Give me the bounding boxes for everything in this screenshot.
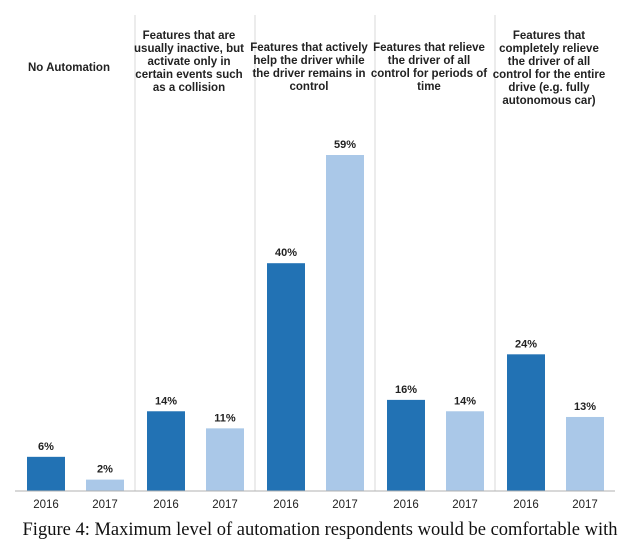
panel-label-relieve-periods: Features that relieve the driver of all … (370, 42, 488, 93)
tick-label-2017-1: 2017 (212, 499, 238, 511)
data-label-2017-4: 13% (574, 401, 596, 413)
panel-label-inactive-features: Features that are usually inactive, but … (134, 30, 244, 94)
tick-label-2017-4: 2017 (572, 499, 598, 511)
bar-2017-2 (326, 155, 364, 491)
data-label-2017-2: 59% (334, 139, 356, 151)
bar-2017-3 (446, 411, 484, 491)
tick-label-2017-0: 2017 (92, 499, 118, 511)
data-label-2016-1: 14% (155, 395, 177, 407)
bar-2016-4 (507, 354, 545, 491)
panel-label-active-help: Features that actively help the driver w… (250, 42, 368, 93)
bar-2017-4 (566, 416, 604, 491)
bar-2017-1 (206, 428, 244, 491)
tick-label-2016-1: 2016 (153, 499, 179, 511)
data-label-2017-1: 11% (214, 412, 236, 424)
data-label-2016-4: 24% (515, 338, 537, 350)
bar-2016-2 (267, 263, 305, 491)
data-label-2017-0: 2% (97, 464, 113, 476)
panel-label-fully-autonomous: Features that completely relieve the dri… (492, 30, 606, 107)
bar-2017-0 (86, 479, 124, 491)
bar-2016-1 (147, 411, 185, 491)
tick-label-2016-3: 2016 (393, 499, 419, 511)
bar-2016-0 (27, 456, 65, 491)
data-label-2016-0: 6% (38, 441, 54, 453)
tick-label-2017-3: 2017 (452, 499, 478, 511)
data-label-2016-2: 40% (275, 247, 297, 259)
data-label-2017-3: 14% (454, 395, 476, 407)
bar-2016-3 (387, 399, 425, 491)
panel-label-no-automation: No Automation (28, 62, 110, 74)
tick-label-2016-2: 2016 (273, 499, 299, 511)
tick-label-2017-2: 2017 (332, 499, 358, 511)
tick-label-2016-0: 2016 (33, 499, 59, 511)
data-label-2016-3: 16% (395, 384, 417, 396)
tick-label-2016-4: 2016 (513, 499, 539, 511)
figure-caption: Figure 4: Maximum level of automation re… (22, 520, 618, 540)
